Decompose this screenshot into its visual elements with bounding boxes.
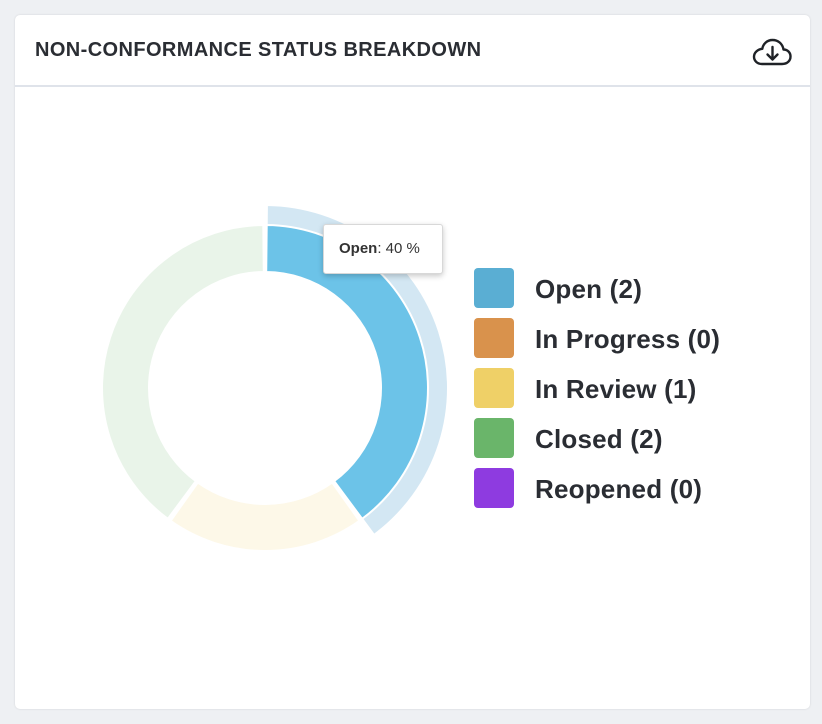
legend-swatch xyxy=(474,318,514,358)
legend-swatch xyxy=(474,268,514,308)
legend-label: In Progress (0) xyxy=(535,324,721,354)
donut-chart xyxy=(101,204,449,552)
chart-tooltip: Open: 40 % xyxy=(323,224,443,274)
legend-label: In Review (1) xyxy=(535,374,697,404)
tooltip-label: Open xyxy=(339,240,378,257)
cloud-download-icon xyxy=(752,38,792,66)
tooltip-value: : 40 % xyxy=(377,240,420,257)
legend-swatch xyxy=(474,418,514,458)
legend-label: Reopened (0) xyxy=(535,474,703,504)
legend-swatch xyxy=(474,368,514,408)
card-title: NON-CONFORMANCE STATUS BREAKDOWN xyxy=(35,39,482,61)
legend-label: Closed (2) xyxy=(535,424,663,454)
legend-swatch xyxy=(474,468,514,508)
slice-in-review[interactable] xyxy=(169,481,361,552)
download-button[interactable] xyxy=(752,37,792,69)
status-breakdown-card: NON-CONFORMANCE STATUS BREAKDOWN Open: 4… xyxy=(15,15,810,709)
card-header: NON-CONFORMANCE STATUS BREAKDOWN xyxy=(15,15,810,87)
legend-label: Open (2) xyxy=(535,274,643,304)
slice-closed[interactable] xyxy=(101,224,265,520)
